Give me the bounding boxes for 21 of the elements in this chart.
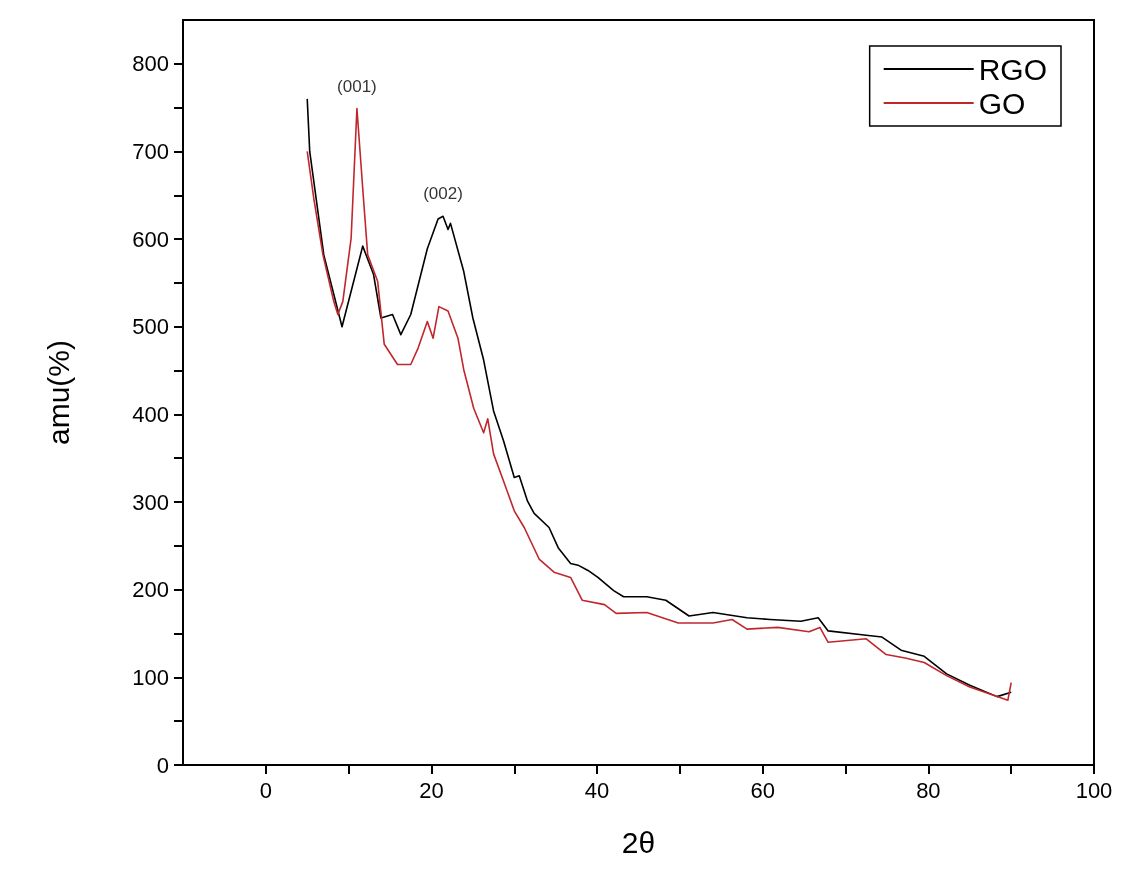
x-tick-label: 60	[750, 777, 775, 803]
y-tick-label: 600	[132, 226, 169, 252]
y-tick-label: 300	[132, 489, 169, 515]
y-axis-title: amu(%)	[41, 339, 75, 446]
y-tick-label: 200	[132, 577, 169, 603]
y-tick-label: 700	[132, 138, 169, 164]
x-tick-label: 0	[259, 777, 272, 803]
legend-label: RGO	[978, 52, 1048, 86]
x-tick-label: 80	[916, 777, 941, 803]
annotation: (001)	[337, 76, 377, 96]
x-tick-label: 20	[419, 777, 444, 803]
y-tick-label: 800	[132, 51, 169, 77]
legend-label: GO	[978, 86, 1026, 120]
y-tick-label: 500	[132, 314, 169, 340]
y-tick-label: 100	[132, 664, 169, 690]
x-tick-label: 40	[584, 777, 610, 803]
y-tick-label: 400	[132, 401, 169, 427]
y-tick-label: 0	[156, 752, 169, 778]
x-tick-label: 100	[1075, 777, 1113, 803]
annotation: (002)	[423, 184, 463, 204]
x-axis-title: 2θ	[621, 825, 656, 859]
